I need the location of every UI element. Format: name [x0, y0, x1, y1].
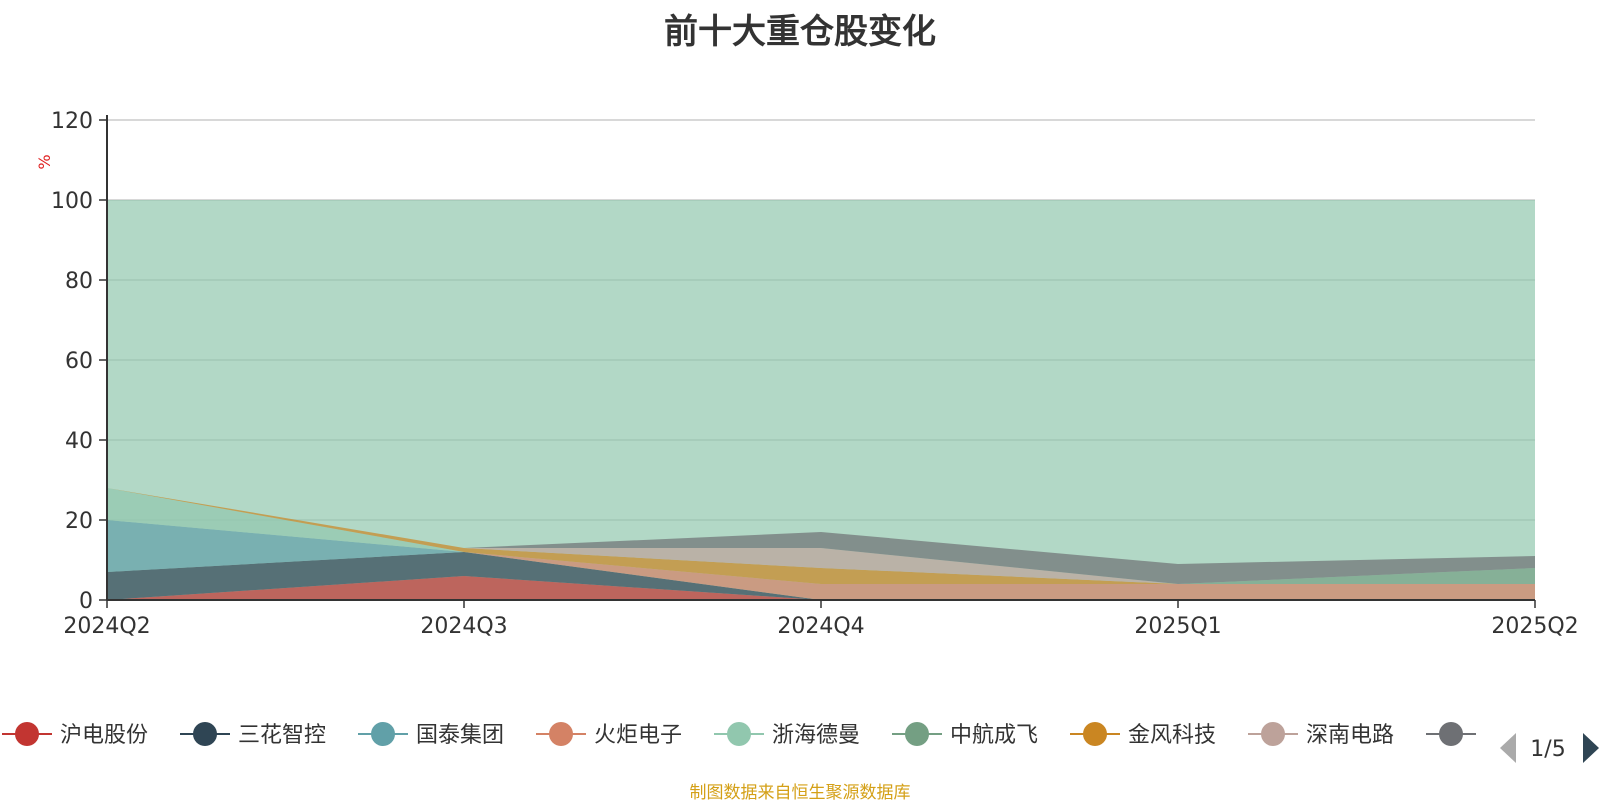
- legend-item-5[interactable]: 中航成飞: [892, 722, 1038, 748]
- x-tick-label: 2025Q2: [1491, 614, 1578, 639]
- legend-marker-icon: [905, 722, 929, 746]
- chart-title: 前十大重仓股变化: [664, 12, 936, 52]
- series-area-8: [107, 488, 1535, 584]
- legend-marker-icon: [15, 722, 39, 746]
- y-tick-label: 80: [65, 269, 93, 294]
- legend-marker-icon: [371, 722, 395, 746]
- legend-marker-icon: [1261, 722, 1285, 746]
- x-tick-label: 2024Q3: [420, 614, 507, 639]
- y-tick-label: 120: [51, 109, 93, 134]
- legend-item-0[interactable]: 沪电股份: [2, 722, 148, 748]
- y-tick-label: 20: [65, 509, 93, 534]
- legend-label: 中航成飞: [950, 723, 1038, 748]
- legend-prev-page-icon[interactable]: [1500, 733, 1516, 763]
- x-tick-label: 2024Q4: [777, 614, 864, 639]
- series-area-5: [107, 488, 1535, 584]
- legend-marker-icon: [1439, 722, 1463, 746]
- legend-item-1[interactable]: 三花智控: [180, 722, 326, 748]
- axes: 0 20 40 60 80 100 120 2024Q2 2024Q3 2024Q4 2025Q1 2…: [51, 109, 1579, 639]
- legend-marker-icon: [727, 722, 751, 746]
- area-series-layer: [107, 200, 1535, 600]
- legend-label: 深南电路: [1306, 723, 1394, 748]
- total-area: [107, 200, 1535, 600]
- legend-page-indicator: 1/5: [1530, 737, 1565, 762]
- legend-item-3[interactable]: 火炬电子: [536, 722, 682, 748]
- legend-item-2[interactable]: 国泰集团: [358, 722, 504, 748]
- legend-pager[interactable]: 1/5: [1500, 733, 1599, 763]
- y-tick-label: 40: [65, 429, 93, 454]
- y-tick-label: 0: [79, 589, 93, 614]
- legend-label: 三花智控: [238, 723, 326, 748]
- y-tick-label: 100: [51, 189, 93, 214]
- legend-item-4[interactable]: 浙海德曼: [714, 722, 860, 748]
- data-source-note: 制图数据来自恒生聚源数据库: [689, 783, 911, 803]
- legend-label: 火炬电子: [594, 723, 682, 748]
- x-tick-label: 2024Q2: [63, 614, 150, 639]
- legend-label: 浙海德曼: [772, 723, 860, 748]
- legend-item-8[interactable]: [1426, 722, 1476, 746]
- legend[interactable]: 沪电股份 三花智控 国泰集团 火炬电子 浙海德曼 中航成飞 金风科技 深南电路: [2, 722, 1476, 748]
- legend-marker-icon: [549, 722, 573, 746]
- x-tick-label: 2025Q1: [1134, 614, 1221, 639]
- y-tick-label: 60: [65, 349, 93, 374]
- y-axis-unit-label: %: [35, 154, 54, 169]
- legend-label: 沪电股份: [60, 723, 148, 748]
- series-area-0: [107, 576, 1535, 600]
- legend-next-page-icon[interactable]: [1583, 733, 1599, 763]
- legend-label: 金风科技: [1128, 723, 1216, 748]
- legend-marker-icon: [1083, 722, 1107, 746]
- legend-marker-icon: [193, 722, 217, 746]
- legend-item-7[interactable]: 深南电路: [1248, 722, 1394, 748]
- legend-item-6[interactable]: 金风科技: [1070, 722, 1216, 748]
- legend-label: 国泰集团: [416, 723, 504, 748]
- series-area-1: [107, 552, 1535, 600]
